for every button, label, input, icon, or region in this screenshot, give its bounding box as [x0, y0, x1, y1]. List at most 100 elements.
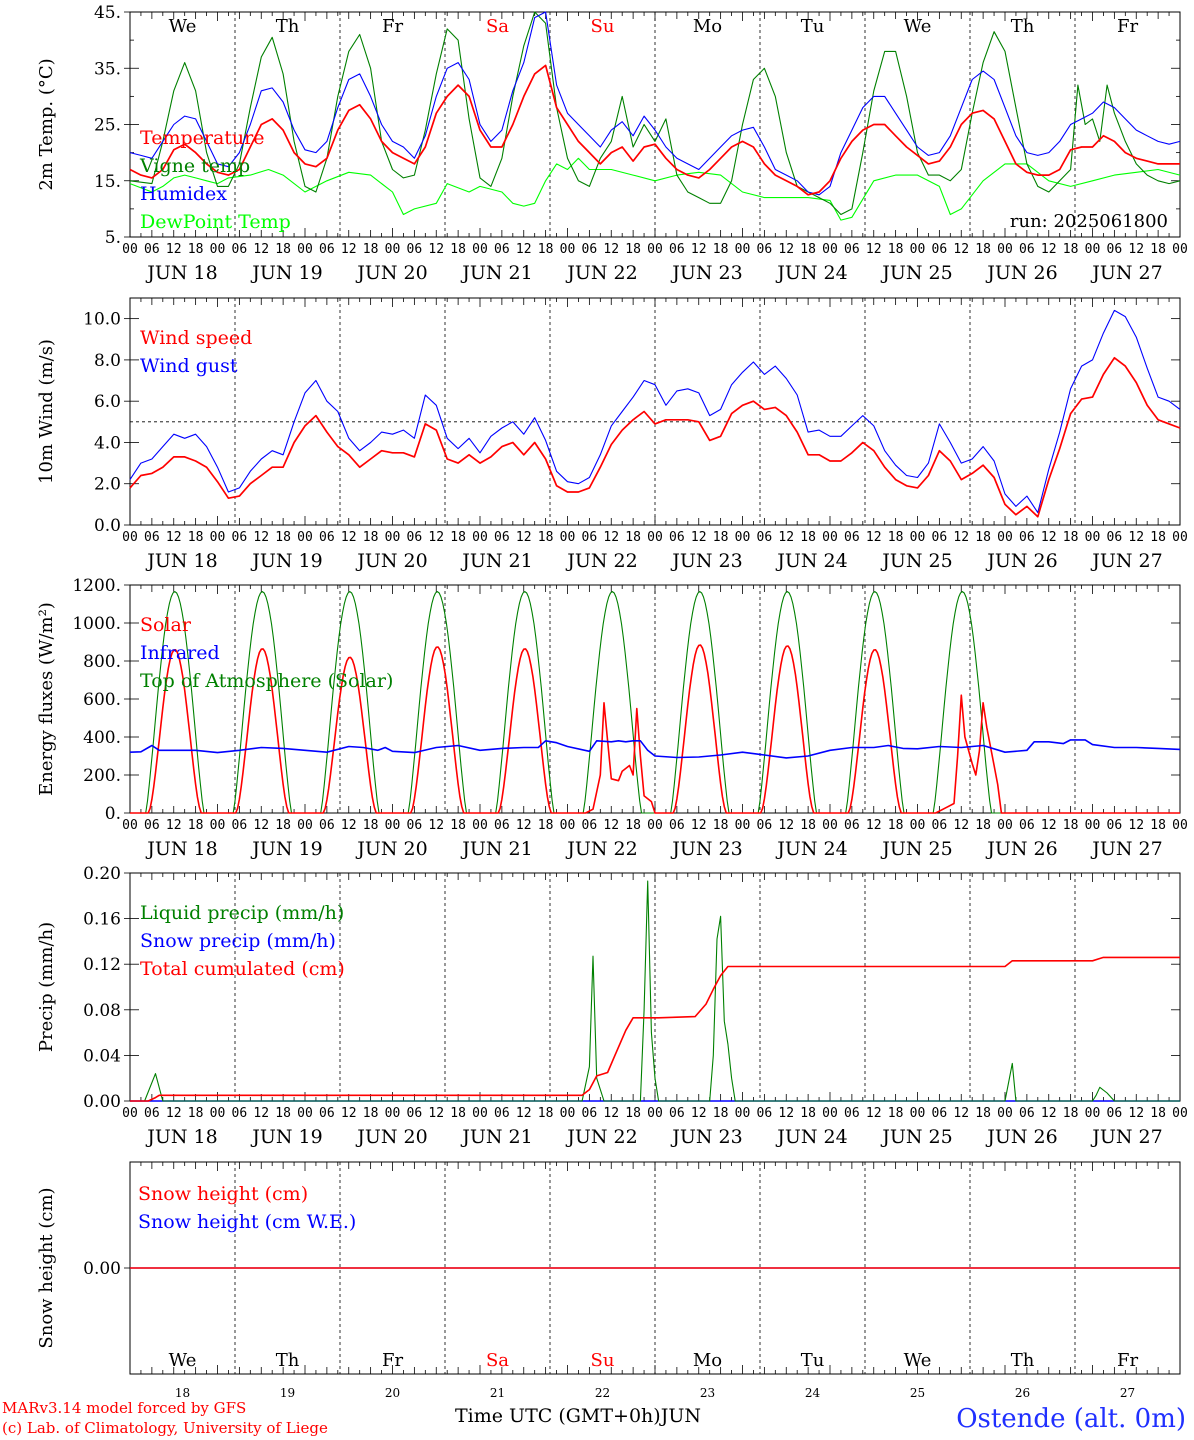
wind-hour-label: 12	[603, 530, 619, 545]
precip-hour-label: 00	[297, 1106, 313, 1121]
wind-hour-label: 06	[669, 530, 685, 545]
energy-hour-label: 18	[975, 818, 991, 833]
energy-hour-label: 18	[363, 818, 379, 833]
energy-hour-label: 12	[1128, 818, 1144, 833]
wind-hour-label: 06	[319, 530, 335, 545]
precip-hour-label: 00	[560, 1106, 576, 1121]
energy-hour-label: 18	[450, 818, 466, 833]
precip-hour-label: 06	[319, 1106, 335, 1121]
energy-hour-label: 00	[647, 818, 663, 833]
precip-date-label: JUN 23	[670, 1126, 742, 1148]
energy-date-label: JUN 23	[670, 838, 742, 860]
day-of-week-label: Th	[1011, 16, 1035, 37]
temperature-hour-label: 12	[341, 242, 357, 257]
energy-hour-label: 12	[953, 818, 969, 833]
energy-hour-label: 12	[341, 818, 357, 833]
precip-hour-label: 06	[494, 1106, 510, 1121]
energy-hour-label: 00	[472, 818, 488, 833]
energy-hour-label: 00	[910, 818, 926, 833]
wind-hour-label: 00	[297, 530, 313, 545]
energy-hour-label: 18	[713, 818, 729, 833]
temperature-hour-label: 00	[647, 242, 663, 257]
temperature-hour-label: 12	[1041, 242, 1057, 257]
energy-hour-label: 12	[778, 818, 794, 833]
wind-series-wind-speed	[129, 356, 1181, 518]
energy-date-label: JUN 20	[355, 838, 427, 860]
energy-date-label: JUN 21	[460, 838, 532, 860]
precip-hour-label: 12	[1128, 1106, 1144, 1121]
temperature-hour-label: 06	[669, 242, 685, 257]
precip-hour-label: 12	[691, 1106, 707, 1121]
temperature-series-vigne-temp	[129, 11, 1181, 216]
energy-hour-label: 06	[757, 818, 773, 833]
day-of-week-label: Tu	[801, 16, 825, 37]
temperature-date-label: JUN 21	[460, 262, 532, 284]
wind-hour-label: 18	[450, 530, 466, 545]
precip-hour-label: 06	[844, 1106, 860, 1121]
temperature-date-label: JUN 18	[145, 262, 217, 284]
day-of-week-label: We	[169, 16, 197, 37]
temperature-ytick-label: 35.	[94, 59, 121, 79]
temperature-run-label: run: 2025061800	[1010, 211, 1168, 232]
wind-hour-label: 18	[1150, 530, 1166, 545]
temperature-date-label: JUN 24	[775, 262, 847, 284]
precip-ytick-label: 0.16	[83, 910, 121, 930]
temperature-hour-label: 18	[275, 242, 291, 257]
energy-hour-label: 06	[582, 818, 598, 833]
wind-hour-label: 18	[625, 530, 641, 545]
wind-date-label: JUN 24	[775, 550, 847, 572]
precip-hour-label: 18	[975, 1106, 991, 1121]
temperature-hour-label: 00	[122, 242, 138, 257]
day-number-label: 23	[700, 1386, 715, 1400]
wind-date-label: JUN 18	[145, 550, 217, 572]
wind-hour-label: 06	[232, 530, 248, 545]
wind-hour-label: 12	[341, 530, 357, 545]
wind-ytick-label: 2.0	[94, 475, 121, 495]
station-name: Ostende (alt. 0m)	[956, 1404, 1186, 1434]
wind-date-label: JUN 21	[460, 550, 532, 572]
temperature-hour-label: 18	[625, 242, 641, 257]
temperature-legend-item: Humidex	[140, 183, 227, 205]
temperature-hour-label: 18	[713, 242, 729, 257]
wind-date-label: JUN 26	[985, 550, 1057, 572]
precip-hour-label: 18	[800, 1106, 816, 1121]
energy-hour-label: 18	[888, 818, 904, 833]
energy-hour-label: 18	[538, 818, 554, 833]
precip-hour-label: 12	[603, 1106, 619, 1121]
temperature-hour-label: 00	[210, 242, 226, 257]
energy-hour-label: 00	[735, 818, 751, 833]
energy-hour-label: 06	[407, 818, 423, 833]
temperature-date-label: JUN 23	[670, 262, 742, 284]
wind-hour-label: 00	[385, 530, 401, 545]
temperature-hour-label: 18	[1150, 242, 1166, 257]
temperature-date-label: JUN 22	[565, 262, 637, 284]
precip-hour-label: 12	[953, 1106, 969, 1121]
day-number-label: 24	[805, 1386, 821, 1400]
precip-series-total-cumulated-cm-	[130, 956, 1180, 1102]
energy-hour-label: 00	[560, 818, 576, 833]
energy-date-label: JUN 26	[985, 838, 1057, 860]
temperature-hour-label: 00	[1085, 242, 1101, 257]
temperature-hour-label: 12	[953, 242, 969, 257]
energy-hour-label: 00	[297, 818, 313, 833]
energy-hour-label: 06	[1107, 818, 1123, 833]
temperature-hour-label: 06	[844, 242, 860, 257]
energy-ytick-label: 1000.	[72, 614, 121, 634]
energy-hour-label: 18	[625, 818, 641, 833]
energy-hour-label: 12	[428, 818, 444, 833]
temperature-hour-label: 18	[363, 242, 379, 257]
wind-series-wind-gust	[129, 309, 1181, 514]
temperature-hour-label: 06	[144, 242, 160, 257]
temperature-hour-label: 18	[1063, 242, 1079, 257]
x-axis-label-text: Time UTC (GMT+0h)	[455, 1405, 661, 1427]
wind-hour-label: 06	[407, 530, 423, 545]
energy-date-label: JUN 25	[880, 838, 952, 860]
precip-ytick-label: 0.12	[83, 955, 121, 975]
precip-legend-item: Total cumulated (cm)	[140, 958, 345, 980]
temperature-hour-label: 00	[910, 242, 926, 257]
temperature-hour-label: 00	[385, 242, 401, 257]
precip-hour-label: 00	[735, 1106, 751, 1121]
wind-hour-label: 12	[253, 530, 269, 545]
precip-hour-label: 12	[428, 1106, 444, 1121]
precip-hour-label: 00	[647, 1106, 663, 1121]
